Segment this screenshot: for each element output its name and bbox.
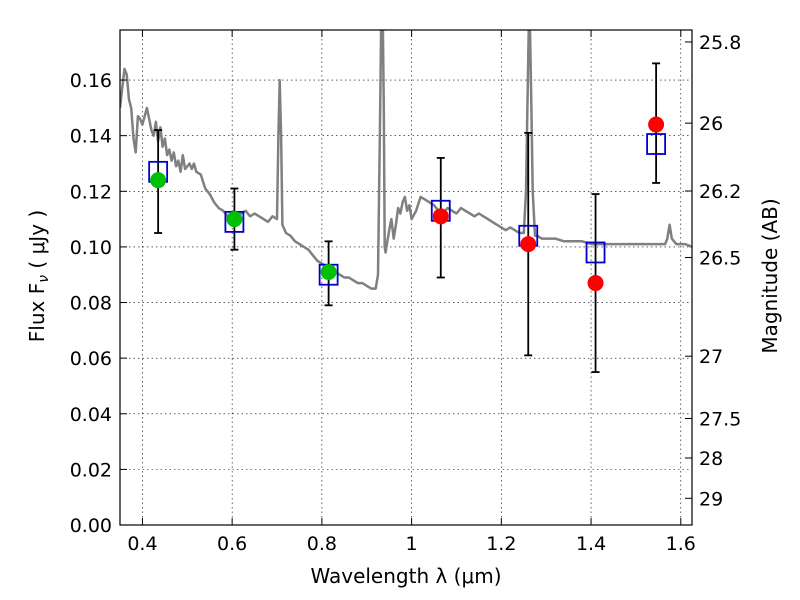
- model-flux-square: [585, 241, 606, 264]
- y2-axis-label: Magnitude (AB): [758, 198, 782, 353]
- y-tick-label: 0.16: [70, 70, 112, 92]
- x-tick-label: 1: [406, 533, 418, 555]
- y-axis-label-sub: ν: [36, 275, 52, 283]
- y2-tick-label: 28: [699, 448, 723, 470]
- y2-tick-label: 27: [699, 346, 723, 368]
- x-axis-label: Wavelength λ (μm): [310, 564, 501, 588]
- y2-tick-label: 27.5: [699, 408, 741, 430]
- model-spectrum-line: [120, 30, 692, 290]
- y2-tick-label: 25.8: [699, 32, 741, 54]
- x-tick-label: 1.2: [486, 533, 516, 555]
- observed-flux-point: [226, 211, 243, 228]
- observed-flux-point: [432, 208, 449, 225]
- x-tick-label: 0.4: [127, 533, 157, 555]
- observed-flux-point: [648, 116, 665, 133]
- model-flux-square: [646, 133, 667, 155]
- plot-frame: [119, 29, 693, 526]
- x-tick-label: 0.6: [217, 533, 247, 555]
- y2-tick-label: 26: [699, 113, 723, 135]
- y-tick-label: 0.08: [70, 293, 112, 315]
- observed-flux-point: [320, 263, 337, 280]
- observed-flux-point: [587, 275, 604, 292]
- x-tick-label: 1.4: [576, 533, 606, 555]
- axes: 0.4 0.6 0.8 1 1.2 1.4 1.6 0.00 0.02 0.04 0.06 0.08 0…: [70, 29, 741, 555]
- observed-flux-point: [520, 236, 537, 253]
- x-tick-label: 0.8: [307, 533, 337, 555]
- y-tick-label: 0.02: [70, 459, 112, 481]
- y-axis-label-main: Flux F: [25, 283, 49, 342]
- y-tick-label: 0.06: [70, 348, 112, 370]
- y-tick-label: 0.00: [70, 515, 112, 537]
- y-tick-label: 0.12: [70, 181, 112, 203]
- y-tick-label: 0.04: [70, 404, 112, 426]
- y-axis-label-unit: ( μJy ): [25, 210, 49, 275]
- plot-area: [120, 30, 692, 525]
- y2-tick-label: 26.2: [699, 181, 741, 203]
- y2-tick-label: 29: [699, 488, 723, 510]
- x-tick-label: 1.6: [666, 533, 696, 555]
- y2-tick-label: 26.5: [699, 247, 741, 269]
- observed-flux-point: [150, 172, 167, 189]
- y-tick-label: 0.14: [70, 126, 112, 148]
- y-axis-label: Flux Fν ( μJy ): [25, 210, 52, 342]
- y-tick-label: 0.10: [70, 237, 112, 259]
